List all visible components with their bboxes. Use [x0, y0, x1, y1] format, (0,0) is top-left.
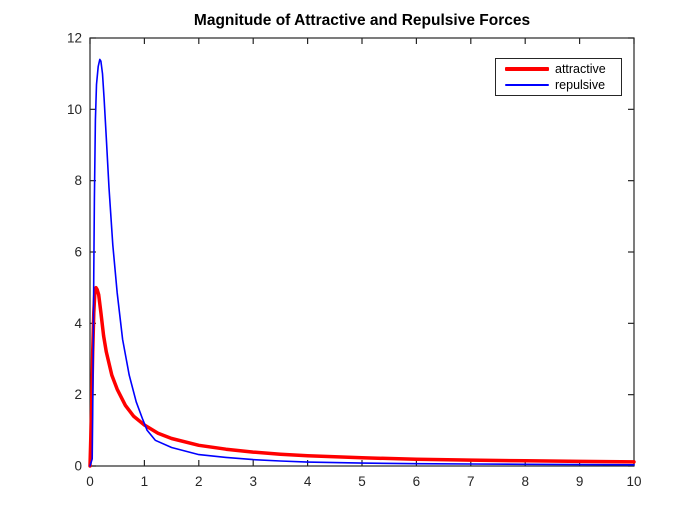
- x-tick-label: 6: [413, 474, 421, 489]
- x-tick-label: 5: [358, 474, 366, 489]
- series-repulsive-line: [89, 58, 635, 467]
- x-tick-label: 8: [521, 474, 529, 489]
- attractive-line-swatch: [505, 67, 549, 71]
- x-tick-label: 10: [626, 474, 641, 489]
- legend-label-repulsive: repulsive: [555, 78, 606, 92]
- y-tick-label: 4: [74, 316, 82, 331]
- y-tick-label: 10: [67, 102, 82, 117]
- x-tick-label: 9: [576, 474, 584, 489]
- y-tick-label: 0: [74, 459, 82, 474]
- x-tick-label: 7: [467, 474, 475, 489]
- x-tick-label: 0: [86, 474, 94, 489]
- chart-title: Magnitude of Attractive and Repulsive Fo…: [193, 12, 531, 29]
- y-tick-label: 12: [67, 31, 82, 46]
- x-tick-label: 1: [141, 474, 149, 489]
- plot-box: [89, 37, 635, 467]
- y-tick-label: 2: [74, 387, 82, 402]
- x-tick-label: 4: [304, 474, 312, 489]
- legend-entry-repulsive: repulsive: [496, 77, 621, 93]
- series-layer: [88, 58, 636, 468]
- x-tick-label: 3: [249, 474, 257, 489]
- legend-label-attractive: attractive: [555, 62, 606, 76]
- repulsive-line-swatch: [505, 84, 549, 86]
- series-attractive-line: [88, 285, 636, 468]
- y-tick-label: 8: [74, 173, 82, 188]
- y-tick-label: 6: [74, 245, 82, 260]
- legend: attractive repulsive: [495, 58, 622, 96]
- legend-entry-attractive: attractive: [496, 61, 621, 77]
- x-tick-label: 2: [195, 474, 203, 489]
